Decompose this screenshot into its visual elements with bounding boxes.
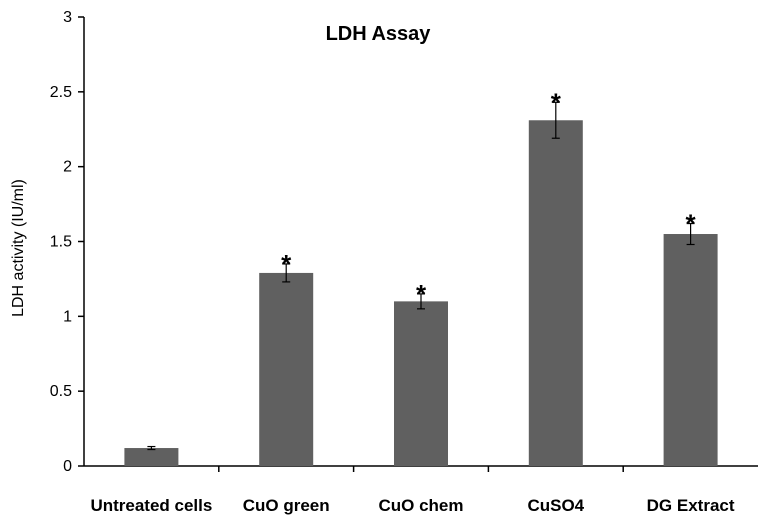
y-axis-label: LDH activity (IU/ml) <box>10 179 27 317</box>
significance-star: * <box>686 209 697 239</box>
x-tick-label: CuO chem <box>378 496 463 515</box>
bar <box>124 448 179 466</box>
x-tick-label: Untreated cells <box>90 496 212 515</box>
y-tick-label: 2 <box>63 159 72 176</box>
y-tick-label: 2.5 <box>50 84 72 101</box>
y-tick-label: 0.5 <box>50 383 72 400</box>
significance-star: * <box>551 87 562 117</box>
x-axis: Untreated cells CuO green CuO chem CuSO4 DG … <box>84 465 758 515</box>
significance-star: * <box>416 279 427 309</box>
chart-title: LDH Assay <box>326 23 432 45</box>
y-tick-label: 0 <box>63 458 72 475</box>
bars: * * * * <box>124 87 718 467</box>
y-tick-label: 1 <box>63 308 72 325</box>
bar <box>259 272 314 466</box>
bar <box>528 120 583 467</box>
significance-star: * <box>281 249 292 279</box>
y-tick-label: 1.5 <box>50 234 72 251</box>
bar <box>663 234 718 466</box>
x-tick-label: CuSO4 <box>527 496 584 515</box>
x-tick-label: CuO green <box>243 496 330 515</box>
x-tick-label: DG Extract <box>647 496 735 515</box>
bar <box>394 301 448 466</box>
y-axis: 0 0.5 1 1.5 2 2.5 3 <box>50 9 85 475</box>
y-tick-label: 3 <box>63 9 72 26</box>
